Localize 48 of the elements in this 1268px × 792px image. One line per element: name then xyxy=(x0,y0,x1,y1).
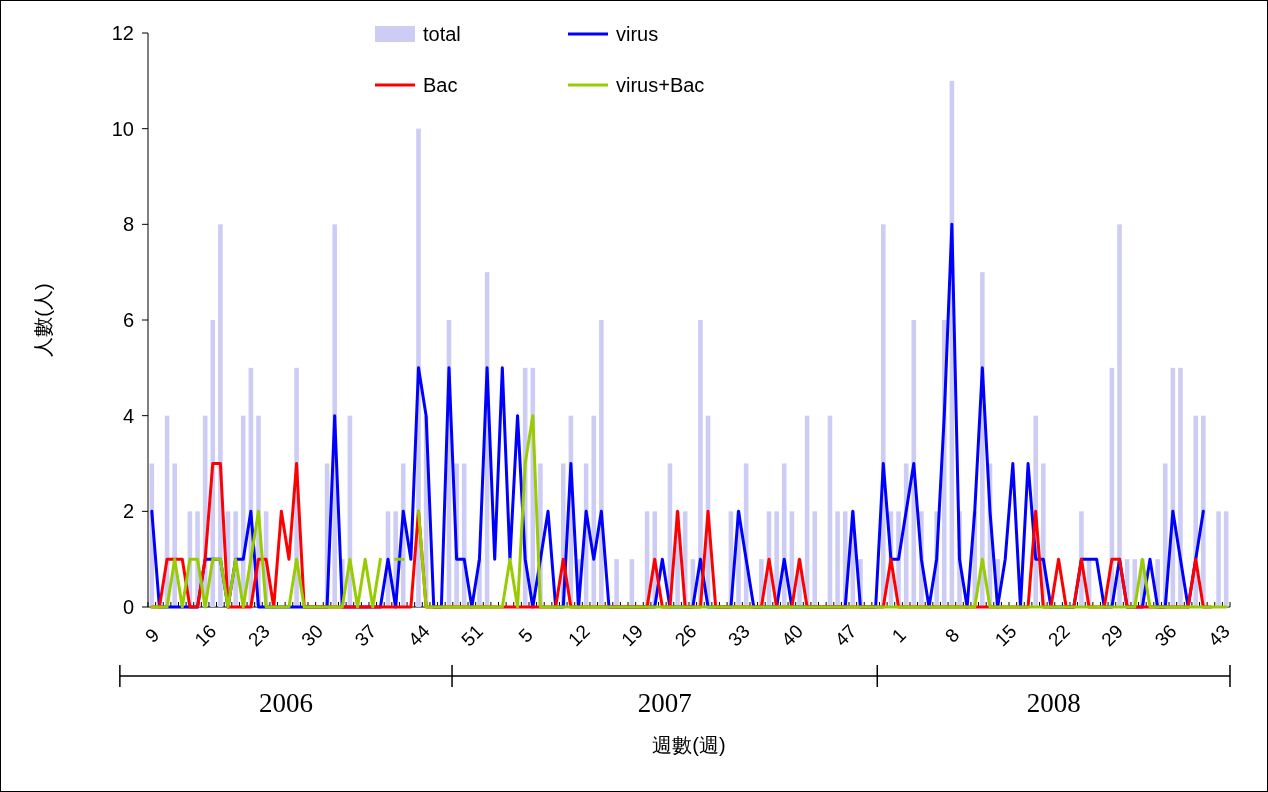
legend-label: virus+Bac xyxy=(616,74,705,96)
y-tick-label: 4 xyxy=(122,404,134,427)
text: 2006 xyxy=(258,688,313,718)
bar xyxy=(614,559,619,607)
x-tick-label: 12 xyxy=(563,620,594,651)
y-tick-label: 0 xyxy=(122,596,134,618)
bar xyxy=(1216,511,1221,607)
x-tick-label: 22 xyxy=(1044,620,1074,651)
bar xyxy=(1117,224,1122,607)
x-tick-label: 9 xyxy=(141,624,164,647)
bar xyxy=(218,224,223,607)
x-tick-label: 1 xyxy=(887,624,911,647)
bar xyxy=(1201,415,1206,607)
x-tick-label: 33 xyxy=(723,620,754,651)
x-tick-label: 15 xyxy=(990,620,1021,651)
x-tick-label: 29 xyxy=(1097,620,1128,651)
text: 2007 xyxy=(637,688,692,718)
x-tick-label: 30 xyxy=(297,620,328,651)
x-tick-label: 5 xyxy=(514,624,537,647)
bar xyxy=(812,511,818,607)
x-tick-label: 26 xyxy=(670,620,701,651)
bar xyxy=(911,320,917,607)
x-tick-label: 43 xyxy=(1204,620,1234,651)
y-tick-label: 8 xyxy=(122,213,134,236)
y-tick-label: 2 xyxy=(122,500,134,523)
legend-label: Bac xyxy=(423,74,458,96)
x-axis-title: 週數(週) xyxy=(652,734,726,756)
y-axis-title: 人數(人) xyxy=(32,283,54,357)
bar xyxy=(1178,367,1183,607)
x-tick-label: 23 xyxy=(243,620,274,651)
bar xyxy=(461,463,467,607)
x-tick-label: 47 xyxy=(830,620,861,651)
bar xyxy=(591,415,597,607)
x-tick-label: 37 xyxy=(350,620,381,651)
y-tick-label: 10 xyxy=(111,117,134,140)
x-tick-label: 8 xyxy=(941,624,964,647)
y-tick-label: 12 xyxy=(111,22,134,44)
x-tick-label: 19 xyxy=(617,620,648,651)
text: 2008 xyxy=(1026,688,1081,718)
bar xyxy=(835,511,840,607)
legend-label: virus xyxy=(616,23,659,45)
x-tick-label: 51 xyxy=(457,620,488,651)
x-tick-label: 16 xyxy=(190,620,221,651)
x-tick-label: 44 xyxy=(403,620,435,651)
y-tick-label: 6 xyxy=(122,309,134,331)
x-tick-label: 36 xyxy=(1150,620,1181,651)
x-tick-label: 40 xyxy=(777,620,808,651)
legend-label: total xyxy=(423,23,461,45)
